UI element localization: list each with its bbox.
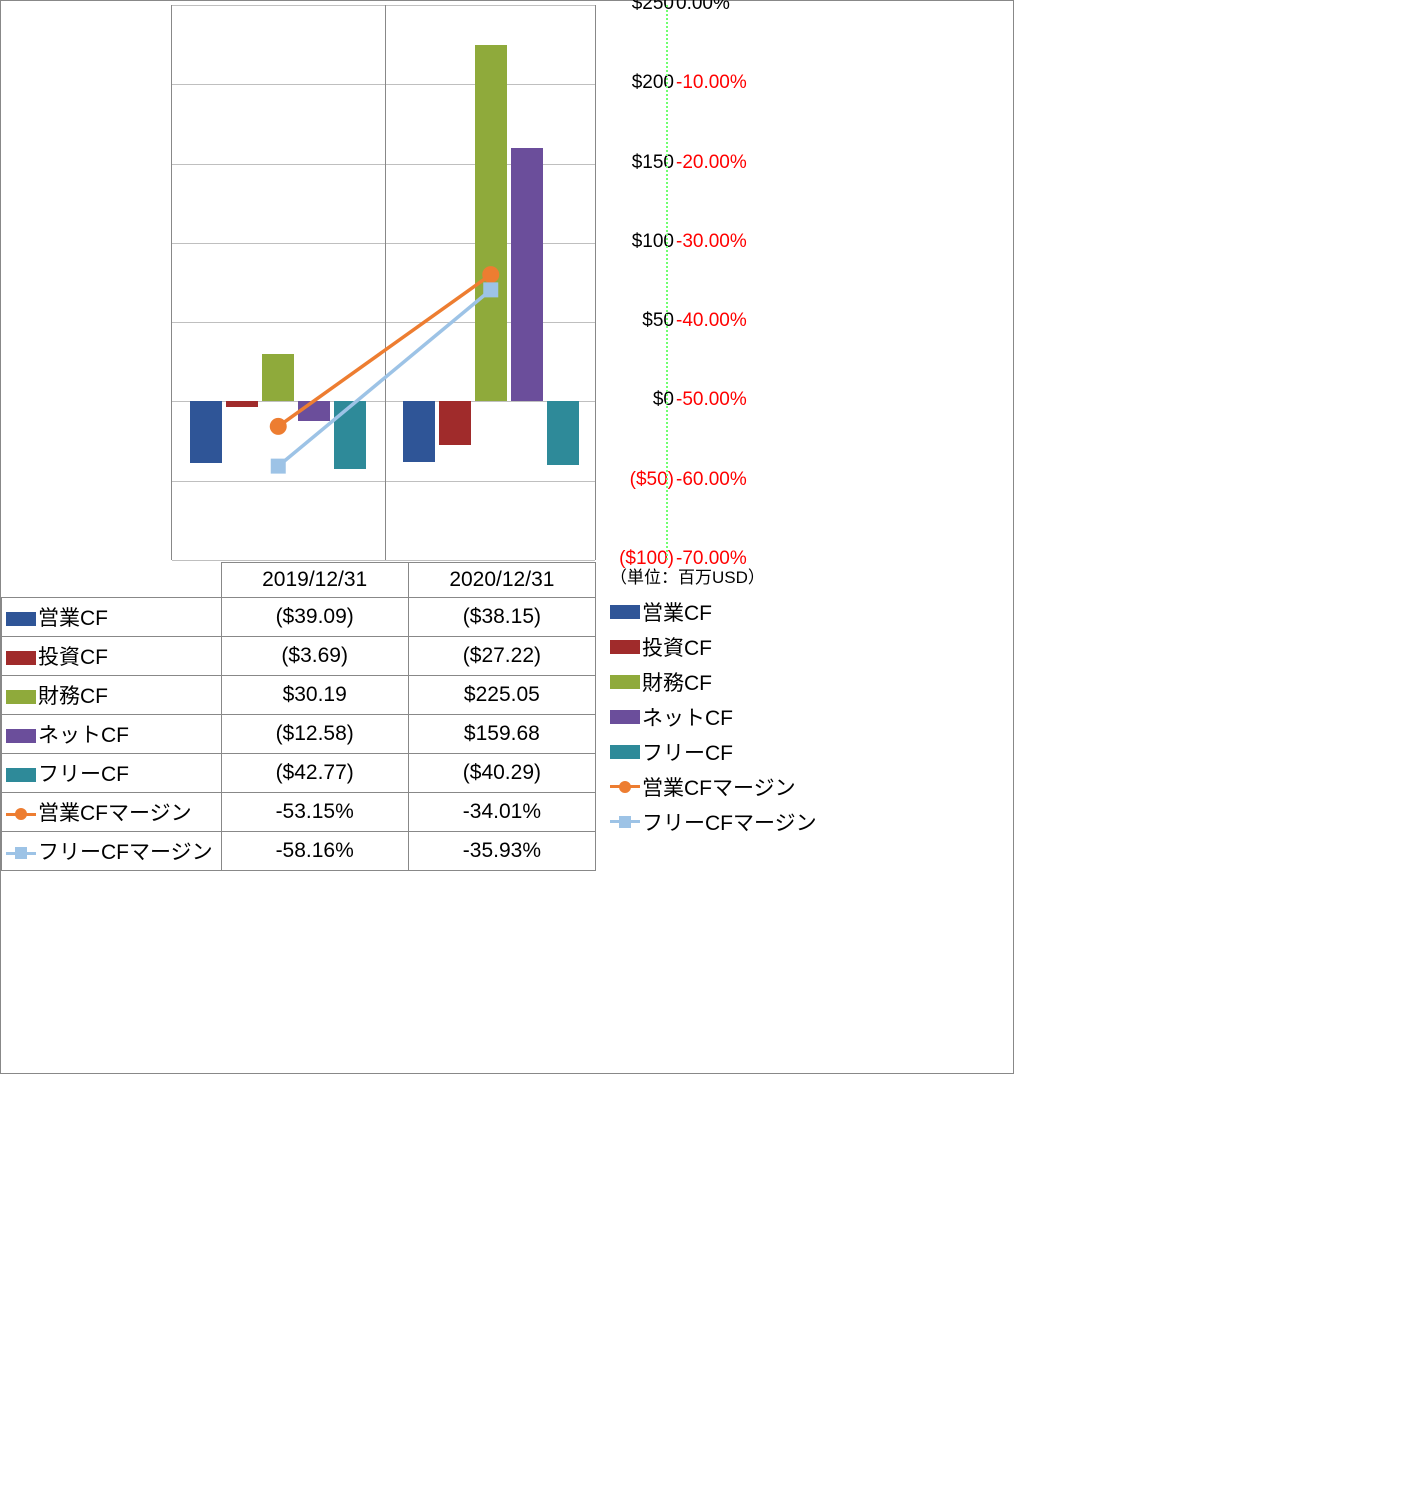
legend-cell-inv_cf: 投資CF	[2, 637, 222, 676]
left-axis-tick: $50	[604, 310, 674, 332]
left-axis-tick: $200	[604, 72, 674, 94]
table-cell: ($12.58)	[221, 715, 408, 754]
table-cell: ($42.77)	[221, 754, 408, 793]
right-axis-tick: -30.00%	[676, 231, 766, 253]
table-cell: $159.68	[408, 715, 595, 754]
right-legend-item-free_m: フリーCFマージン	[606, 804, 817, 839]
right-axis-tick: -60.00%	[676, 469, 766, 491]
legend-cell-op_m: 営業CFマージン	[2, 793, 222, 832]
data-table-area: 2019/12/312020/12/31営業CF($39.09)($38.15)…	[1, 562, 1013, 871]
table-cell: -58.16%	[221, 832, 408, 871]
right-axis-tick: -20.00%	[676, 152, 766, 174]
bar-inv_cf	[439, 401, 471, 444]
left-axis-tick: $150	[604, 152, 674, 174]
right-legend-item-inv_cf: 投資CF	[606, 629, 817, 664]
table-header-period: 2020/12/31	[408, 563, 595, 598]
bar-free_cf	[547, 401, 579, 465]
table-header-period: 2019/12/31	[221, 563, 408, 598]
legend-cell-free_m: フリーCFマージン	[2, 832, 222, 871]
plot-inner	[172, 5, 595, 560]
right-legend: （単位：百万USD） 営業CF投資CF財務CFネットCFフリーCF営業CFマージン…	[606, 563, 817, 839]
table-corner	[2, 563, 222, 598]
legend-cell-op_cf: 営業CF	[2, 598, 222, 637]
gridline	[172, 5, 595, 6]
left-axis-tick: $0	[604, 389, 674, 411]
table-cell: ($3.69)	[221, 637, 408, 676]
data-table: 2019/12/312020/12/31 営業CF($39.09)($38.15)…	[1, 562, 596, 871]
right-legend-item-op_m: 営業CFマージン	[606, 769, 817, 804]
bar-net_cf	[298, 401, 330, 421]
gridline	[172, 481, 595, 482]
table-cell: ($39.09)	[221, 598, 408, 637]
period-divider	[385, 5, 386, 560]
right-axis-tick: 0.00%	[676, 0, 766, 15]
right-axis-tick: -10.00%	[676, 72, 766, 94]
bar-net_cf	[511, 148, 543, 401]
table-cell: ($38.15)	[408, 598, 595, 637]
right-axis-dashed-line	[666, 5, 668, 560]
table-cell: -34.01%	[408, 793, 595, 832]
table-cell: ($40.29)	[408, 754, 595, 793]
left-axis-tick: $250	[604, 0, 674, 15]
legend-cell-fin_cf: 財務CF	[2, 676, 222, 715]
right-axis-tick: -50.00%	[676, 389, 766, 411]
table-cell: $30.19	[221, 676, 408, 715]
bar-fin_cf	[475, 45, 507, 402]
bar-op_cf	[190, 401, 222, 463]
table-cell: $225.05	[408, 676, 595, 715]
right-legend-item-free_cf: フリーCF	[606, 734, 817, 769]
right-axis-tick: -40.00%	[676, 310, 766, 332]
unit-label: （単位：百万USD）	[606, 563, 817, 588]
legend-cell-net_cf: ネットCF	[2, 715, 222, 754]
table-cell: -35.93%	[408, 832, 595, 871]
table-cell: ($27.22)	[408, 637, 595, 676]
gridline	[172, 560, 595, 561]
bar-inv_cf	[226, 401, 258, 407]
left-axis-tick: $100	[604, 231, 674, 253]
right-legend-item-fin_cf: 財務CF	[606, 664, 817, 699]
left-axis-tick: ($50)	[604, 469, 674, 491]
table-cell: -53.15%	[221, 793, 408, 832]
plot-area	[171, 5, 596, 560]
gridline	[172, 84, 595, 85]
bar-fin_cf	[262, 354, 294, 402]
chart-container: $250$200$150$100$50$0($50)($100) 0.00%-1…	[0, 0, 1014, 1074]
bar-op_cf	[403, 401, 435, 461]
right-legend-item-net_cf: ネットCF	[606, 699, 817, 734]
legend-cell-free_cf: フリーCF	[2, 754, 222, 793]
bar-free_cf	[334, 401, 366, 469]
right-legend-item-op_cf: 営業CF	[606, 594, 817, 629]
